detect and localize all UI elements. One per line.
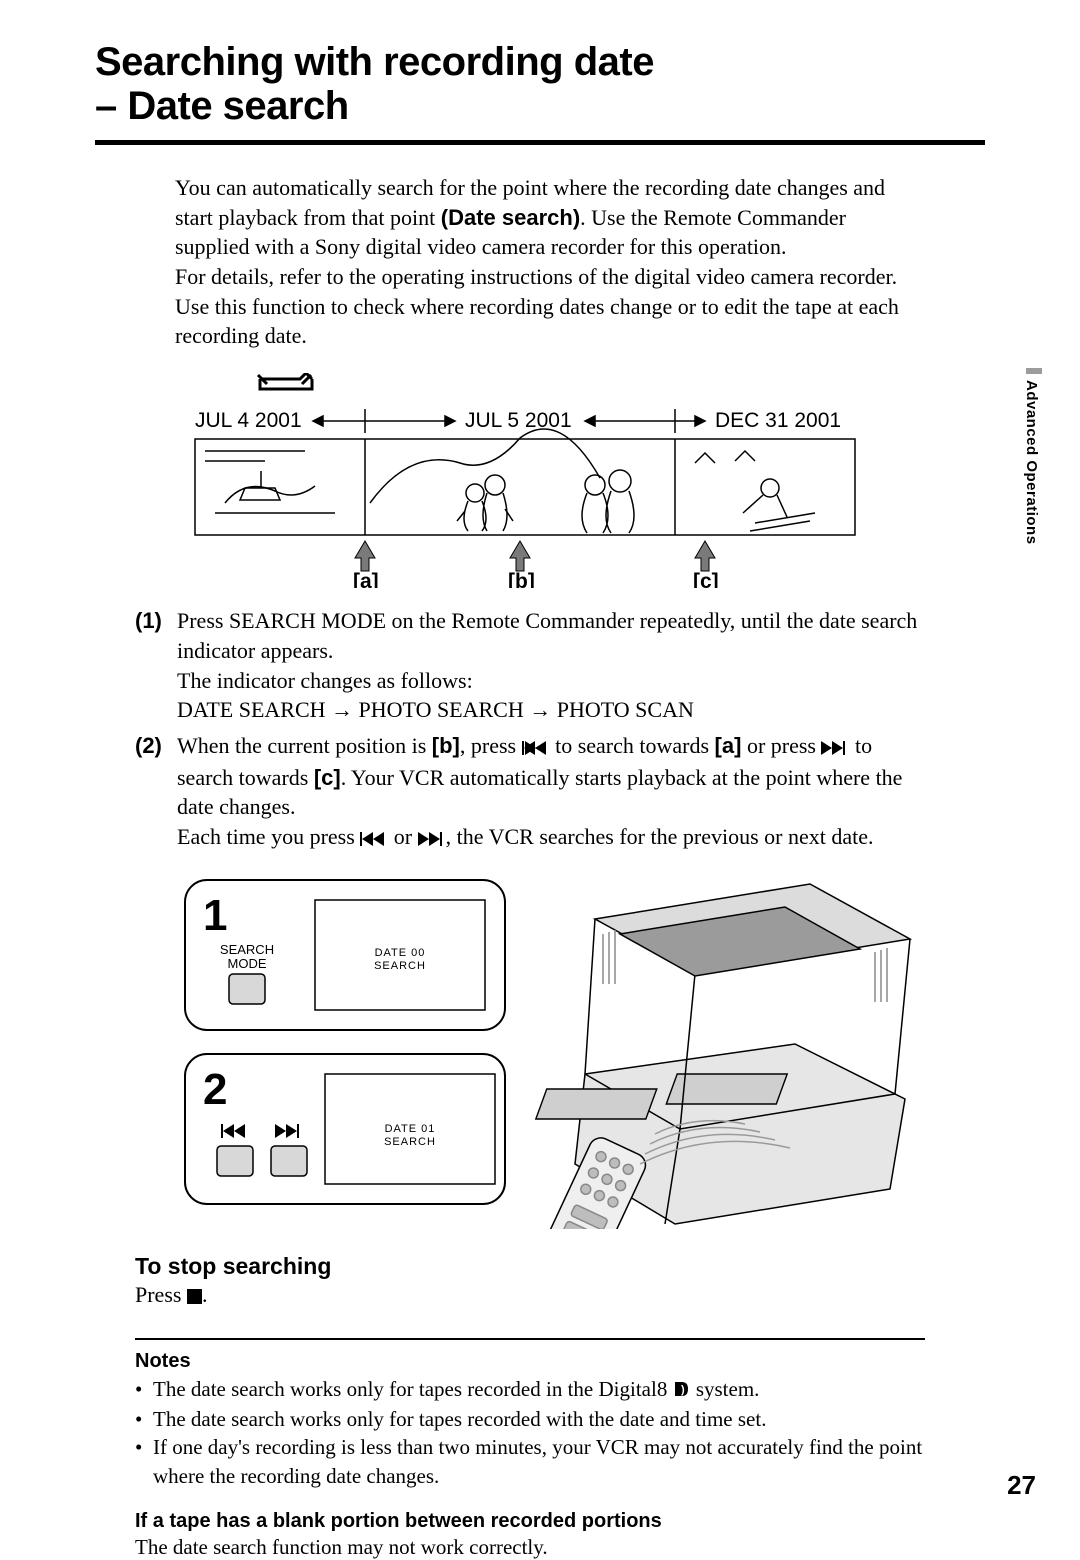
- step1-a: Press SEARCH MODE on the Remote Commande…: [177, 608, 917, 663]
- step-2-number: (2): [135, 731, 177, 854]
- s2k: or: [388, 824, 417, 849]
- stop-heading: To stop searching: [135, 1253, 985, 1280]
- intro-paragraph: You can automatically search for the poi…: [175, 173, 925, 351]
- bullet-dot: •: [135, 1375, 153, 1405]
- s2h: [c]: [314, 765, 341, 790]
- side-label: Advanced Operations: [1023, 380, 1040, 545]
- step1-c: DATE SEARCH → PHOTO SEARCH → PHOTO SCAN: [177, 697, 694, 722]
- timeline-diagram: JUL 4 2001 JUL 5 2001 DEC 31 2001: [175, 373, 985, 588]
- bullet-dot: •: [135, 1433, 153, 1490]
- note-1: The date search works only for tapes rec…: [153, 1375, 759, 1405]
- date-3: DEC 31 2001: [715, 409, 841, 432]
- disp1-l2: SEARCH: [374, 960, 426, 972]
- blank-heading: If a tape has a blank portion between re…: [135, 1510, 925, 1533]
- prev-track-icon-2: [360, 824, 388, 854]
- prev-track-icon: [522, 733, 550, 763]
- step-2-body: When the current position is [b], press …: [177, 731, 925, 854]
- n1b: system.: [691, 1377, 760, 1401]
- notes-heading: Notes: [135, 1350, 985, 1373]
- n1a: The date search works only for tapes rec…: [153, 1377, 673, 1401]
- notes-rule: [135, 1338, 925, 1340]
- svg-text:): ): [681, 1384, 685, 1396]
- digital8-icon: ): [673, 1377, 691, 1405]
- label-c: [c]: [693, 570, 719, 588]
- next-track-icon: [821, 733, 849, 763]
- s2e: [a]: [715, 733, 742, 758]
- next-track-icon-2: [418, 824, 446, 854]
- s2b: [b]: [432, 733, 460, 758]
- s2f: or press: [741, 733, 821, 758]
- disp2-l1: DATE 01: [385, 1123, 436, 1135]
- stop-line: Press .: [135, 1282, 985, 1310]
- page-number: 27: [1007, 1470, 1036, 1501]
- s2d: to search towards: [550, 733, 715, 758]
- title-rule: [95, 140, 985, 145]
- notes-list: •The date search works only for tapes re…: [135, 1375, 925, 1490]
- date-2: JUL 5 2001: [465, 409, 572, 432]
- step1-b: The indicator changes as follows:: [177, 668, 473, 693]
- page-title: Searching with recording date – Date sea…: [95, 40, 985, 128]
- step-1-body: Press SEARCH MODE on the Remote Commande…: [177, 606, 925, 725]
- title-line1: Searching with recording date: [95, 40, 654, 84]
- illustration: 1 SEARCH MODE DATE 00 SEARCH 2 DATE 01 S…: [175, 874, 985, 1229]
- intro-1b: (Date search): [441, 205, 580, 230]
- stop-b: .: [202, 1282, 208, 1307]
- disp2-l2: SEARCH: [384, 1136, 436, 1148]
- note-3: If one day's recording is less than two …: [153, 1433, 925, 1490]
- step-1-number: (1): [135, 606, 177, 725]
- steps: (1) Press SEARCH MODE on the Remote Comm…: [135, 606, 925, 854]
- s2j: Each time you press: [177, 824, 360, 849]
- intro-2: For details, refer to the operating inst…: [175, 264, 897, 289]
- bullet-dot: •: [135, 1405, 153, 1433]
- title-line2: – Date search: [95, 84, 349, 128]
- illus-num1: 1: [203, 891, 227, 940]
- s2l: , the VCR searches for the previous or n…: [446, 824, 874, 849]
- label-b: [b]: [508, 570, 535, 588]
- s2a: When the current position is: [177, 733, 432, 758]
- s2c: , press: [460, 733, 522, 758]
- stop-icon: [187, 1284, 202, 1310]
- note-2: The date search works only for tapes rec…: [153, 1405, 766, 1433]
- search-mode-l1: SEARCH: [220, 942, 274, 957]
- intro-3: Use this function to check where recordi…: [175, 294, 899, 349]
- disp1-l1: DATE 00: [375, 947, 426, 959]
- stop-a: Press: [135, 1282, 187, 1307]
- side-tab-marker: [1026, 368, 1042, 374]
- illus-num2: 2: [203, 1065, 227, 1114]
- search-mode-l2: MODE: [228, 956, 267, 971]
- date-1: JUL 4 2001: [195, 409, 302, 432]
- blank-text: The date search function may not work co…: [135, 1535, 925, 1560]
- label-a: [a]: [353, 570, 379, 588]
